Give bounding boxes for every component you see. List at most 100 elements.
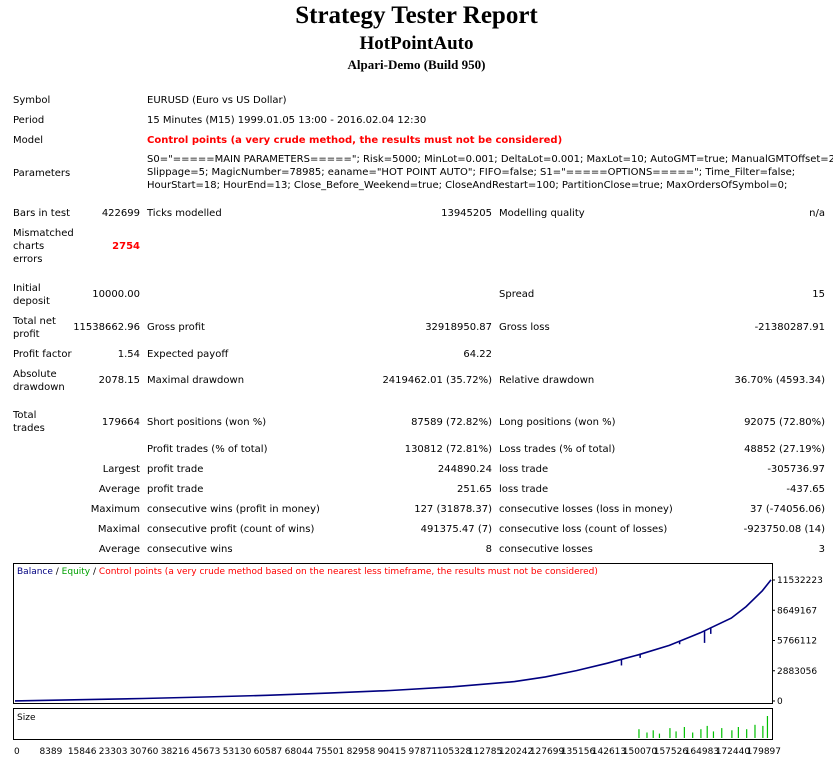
legend-sep-1: / [53,567,62,577]
y-tick-label: 11532223 [777,576,823,586]
x-tick-label: 8389 [39,747,62,757]
x-tick-label: 172440 [716,747,751,757]
grid-lines [772,579,775,702]
loss-trades-label: Loss trades (% of total) [499,444,616,455]
largest-loss-value: -305736.97 [767,464,825,475]
mismatch-label-3: errors [13,254,43,265]
ticks-label: Ticks modelled [147,208,222,219]
x-tick-label: 15846 [68,747,97,757]
x-tick-label: 135156 [561,747,596,757]
y-tick-label: 5766112 [777,637,817,647]
absolute-drawdown-label-2: drawdown [13,382,65,393]
long-positions-value: 92075 (72.80%) [744,417,825,428]
loss-trades-value: 48852 (27.19%) [744,444,825,455]
x-tick-label: 23303 [99,747,128,757]
spread-label: Spread [499,289,535,300]
x-tick-label: 112785 [468,747,502,757]
y-tick-label: 0 [777,697,783,707]
maximum-label: Maximum [90,504,140,515]
size-bar [731,730,733,738]
y-tick-label: 2883056 [777,667,817,677]
profit-factor-label: Profit factor [13,349,72,360]
short-positions-value: 87589 (72.82%) [411,417,492,428]
size-bar [700,729,702,738]
parameters-line-1: S0="=====MAIN PARAMETERS====="; Risk=500… [147,154,833,165]
x-tick-label: 53130 [223,747,252,757]
legend-control-points: Control points (a very crude method base… [99,567,598,577]
total-trades-label-1: Total [13,410,37,421]
average-profit-value: 251.65 [457,484,492,495]
x-tick-label: 164983 [685,747,719,757]
parameters-line-3: HourStart=18; HourEnd=13; Close_Before_W… [147,180,788,191]
maximal-label: Maximal [97,524,140,535]
size-bar [712,731,715,738]
max-consecutive-losses-value: 37 (-74056.06) [749,504,825,515]
net-profit-value: 11538662.96 [73,322,140,333]
relative-drawdown-value: 36.70% (4593.34) [734,375,825,386]
expected-payoff-value: 64.22 [463,349,492,360]
largest-profit-value: 244890.24 [437,464,492,475]
x-tick-label: 82958 [347,747,376,757]
parameters-label: Parameters [13,168,71,179]
report-title: Strategy Tester Report [295,2,538,29]
size-bar [669,728,671,738]
model-label: Model [13,135,44,146]
period-value: 15 Minutes (M15) 1999.01.05 13:00 - 2016… [147,115,427,126]
x-tick-label: 68044 [285,747,314,757]
size-bar [646,732,648,738]
net-profit-label-1: Total net [13,316,56,327]
balance-drop-spikes [620,627,712,666]
deposit-label-2: deposit [13,296,50,307]
server-name: Alpari-Demo (Build 950) [347,57,486,72]
average-consecutive-label: Average [98,544,140,555]
maximal-drawdown-label: Maximal drawdown [147,375,245,386]
gross-loss-value: -21380287.91 [754,322,825,333]
balance-chart: Balance / Equity / Control points (a ver… [13,563,823,757]
x-tick-label: 60587 [254,747,283,757]
x-tick-label: 0 [14,747,20,757]
mismatch-label-1: Mismatched [13,228,74,239]
x-tick-label: 142613 [592,747,626,757]
profit-trades-label: Profit trades (% of total) [147,444,268,455]
size-panel-label: Size [17,713,36,723]
x-tick-label: 97871 [409,747,438,757]
long-positions-label: Long positions (won %) [499,417,616,428]
net-profit-label-2: profit [13,329,40,340]
deposit-label-1: Initial [13,283,41,294]
legend-sep-2: / [90,567,99,577]
x-tick-label: 38216 [161,747,190,757]
ticks-value: 13945205 [441,208,492,219]
average-consecutive-losses-value: 3 [818,544,825,555]
size-bar [658,733,661,738]
absolute-drawdown-label-1: Absolute [13,369,57,380]
size-bar [675,731,677,738]
mismatch-label-2: charts [13,241,45,252]
average-loss-value: -437.65 [786,484,825,495]
maximal-consecutive-profit-value: 491375.47 (7) [420,524,492,535]
average-profit-label: profit trade [147,484,204,495]
bars-label: Bars in test [13,208,70,219]
x-tick-label: 157526 [654,747,689,757]
quality-value: n/a [809,208,825,219]
gross-profit-label: Gross profit [147,322,205,333]
size-bar [766,716,769,738]
spread-value: 15 [812,289,825,300]
legend-balance: Balance [17,567,53,577]
parameters-line-2: Slippage=5; MagicNumber=78985; eaname="H… [147,167,796,178]
maximal-consecutive-loss-label: consecutive loss (count of losses) [499,524,668,535]
average-loss-label: loss trade [499,484,549,495]
profit-trades-value: 130812 (72.81%) [404,444,492,455]
x-tick-label: 75501 [316,747,345,757]
size-bar [754,724,756,738]
profit-factor-value: 1.54 [117,349,140,360]
period-label: Period [13,115,45,126]
quality-label: Modelling quality [499,208,585,219]
x-tick-label: 150070 [623,747,658,757]
short-positions-label: Short positions (won %) [147,417,267,428]
max-consecutive-wins-label: consecutive wins (profit in money) [147,504,320,515]
symbol-label: Symbol [13,95,51,106]
x-tick-label: 90415 [378,747,407,757]
legend: Balance / Equity / Control points (a ver… [17,567,598,577]
relative-drawdown-label: Relative drawdown [499,375,595,386]
x-tick-label: 105328 [437,747,472,757]
